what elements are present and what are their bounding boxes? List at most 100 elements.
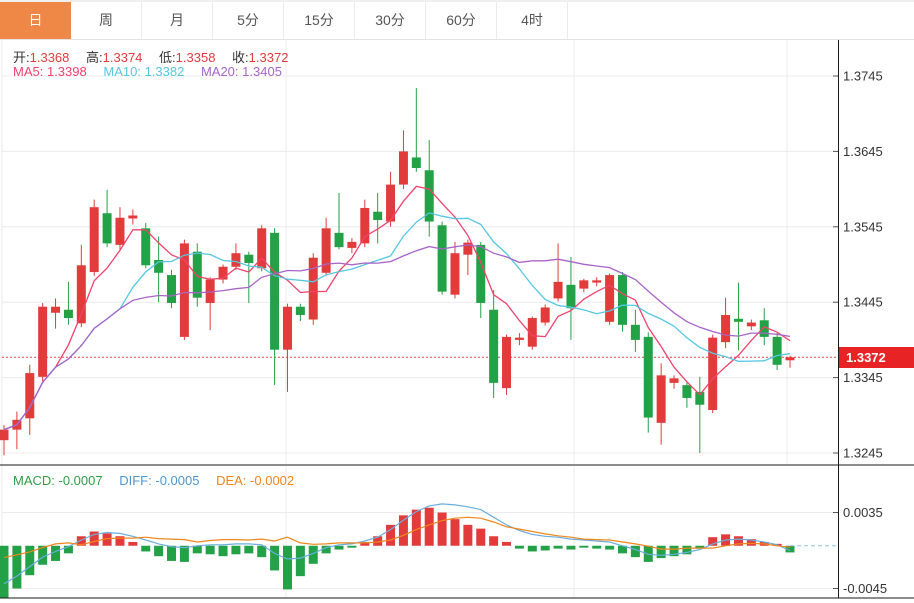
candle-body [566,284,576,309]
axis-tick-label: 1.3745 [843,69,883,84]
macd-hist-bar [0,545,9,598]
tab-5min[interactable]: 5分 [213,2,284,39]
macd-hist-bar [257,545,267,558]
low-label: 低: [159,50,176,65]
macd-hist-bar [411,509,421,546]
macd-hist-bar [437,512,447,546]
candle-body [643,336,653,418]
macd-hist-bar [205,545,215,555]
macd-hist-bar [579,545,589,548]
candle-body [630,324,640,340]
candle-body [244,254,254,263]
macd-hist-bar [360,541,370,546]
candle-body [540,307,550,323]
axis-tick-label: 1.3545 [843,219,883,234]
tab-30min[interactable]: 30分 [355,2,426,39]
tab-week[interactable]: 周 [71,2,142,39]
ma5-line [3,185,791,431]
candle-body [231,253,241,267]
candle-body [386,184,396,222]
macd-hist-bar [553,545,563,549]
candle-body [514,337,524,340]
diff-line [3,503,791,585]
candle-body [141,228,151,266]
axis-tick-label: 1.3345 [843,370,883,385]
candle-body [682,385,692,398]
macd-hist-bar [321,545,331,554]
low-value: 1.3358 [175,50,216,65]
macd-hist-bar [141,545,151,552]
macd-hist-bar [347,545,357,548]
macd-hist-bar [218,545,228,557]
macd-hist-bar [682,545,692,555]
open-label: 开: [13,50,30,65]
candle-body [102,213,112,244]
candle-body [89,207,99,273]
macd-hist-bar [244,545,254,554]
candle-body [308,257,318,320]
macd-hist-bar [746,539,756,546]
tab-day[interactable]: 日 [0,2,71,39]
macd-hist-bar [424,507,434,546]
candle-body [76,265,86,324]
macd-hist-bar [695,545,705,549]
period-tabbar: 日 周 月 5分 15分 30分 60分 4时 [0,0,914,40]
macd-hist-bar [708,537,718,546]
macd-hist-bar [179,545,189,562]
candle-body [347,241,357,248]
ma10-label: MA10: [103,64,141,79]
candle-body [592,280,602,283]
candle-body [450,253,460,295]
candle-body [25,373,35,419]
tab-60min[interactable]: 60分 [426,2,497,39]
macd-hist-bar [398,515,408,546]
macd-hist-bar [115,536,125,546]
dea-value: -0.0002 [250,473,295,488]
macd-hist-bar [128,541,138,546]
macd-hist-bar [656,545,666,559]
close-value: 1.3372 [248,50,289,65]
candle-body [721,315,731,343]
macd-hist-bar [514,545,524,549]
macd-hist-bar [733,536,743,546]
macd-hist-bar [270,545,280,571]
macd-hist-bar [502,541,512,546]
candle-body [128,215,138,219]
ma-legend: MA5: 1.3398 MA10: 1.3382 MA20: 1.3405 [13,64,295,79]
macd-hist-bar [282,545,292,590]
candle-body [192,251,202,298]
macd-hist-bar [154,545,164,557]
macd-hist-bar [540,545,550,551]
high-value: 1.3374 [102,50,143,65]
tab-4hour[interactable]: 4时 [497,2,568,39]
candle-body [373,211,383,221]
axis-tick-label: 1.3645 [843,144,883,159]
macd-hist-bar [334,545,344,550]
candle-body [656,375,666,423]
candle-body [321,228,331,273]
candle-body [295,306,305,316]
macd-hist-bar [51,545,61,561]
candle-body [785,357,795,361]
candle-body [63,309,73,319]
ohlc-legend: 开:1.3368 高:1.3374 低:1.3358 收:1.3372 [13,47,301,66]
candle-body [759,320,769,337]
candle-body [579,280,589,289]
ma10-value: 1.3382 [144,64,185,79]
axis-tick-label: 0.0035 [843,505,883,520]
candle-body [424,170,434,222]
macd-hist-bar [527,545,537,552]
diff-value: -0.0005 [155,473,200,488]
candle-body [205,279,215,303]
macd-hist-bar [489,536,499,546]
macd-hist-bar [785,545,795,553]
high-label: 高: [86,50,103,65]
tab-month[interactable]: 月 [142,2,213,39]
macd-hist-bar [617,545,627,554]
candle-body [0,429,9,441]
axis-tick-label: 1.3245 [843,446,883,461]
macd-hist-bar [76,536,86,546]
tab-15min[interactable]: 15分 [284,2,355,39]
candle-body [489,309,499,383]
